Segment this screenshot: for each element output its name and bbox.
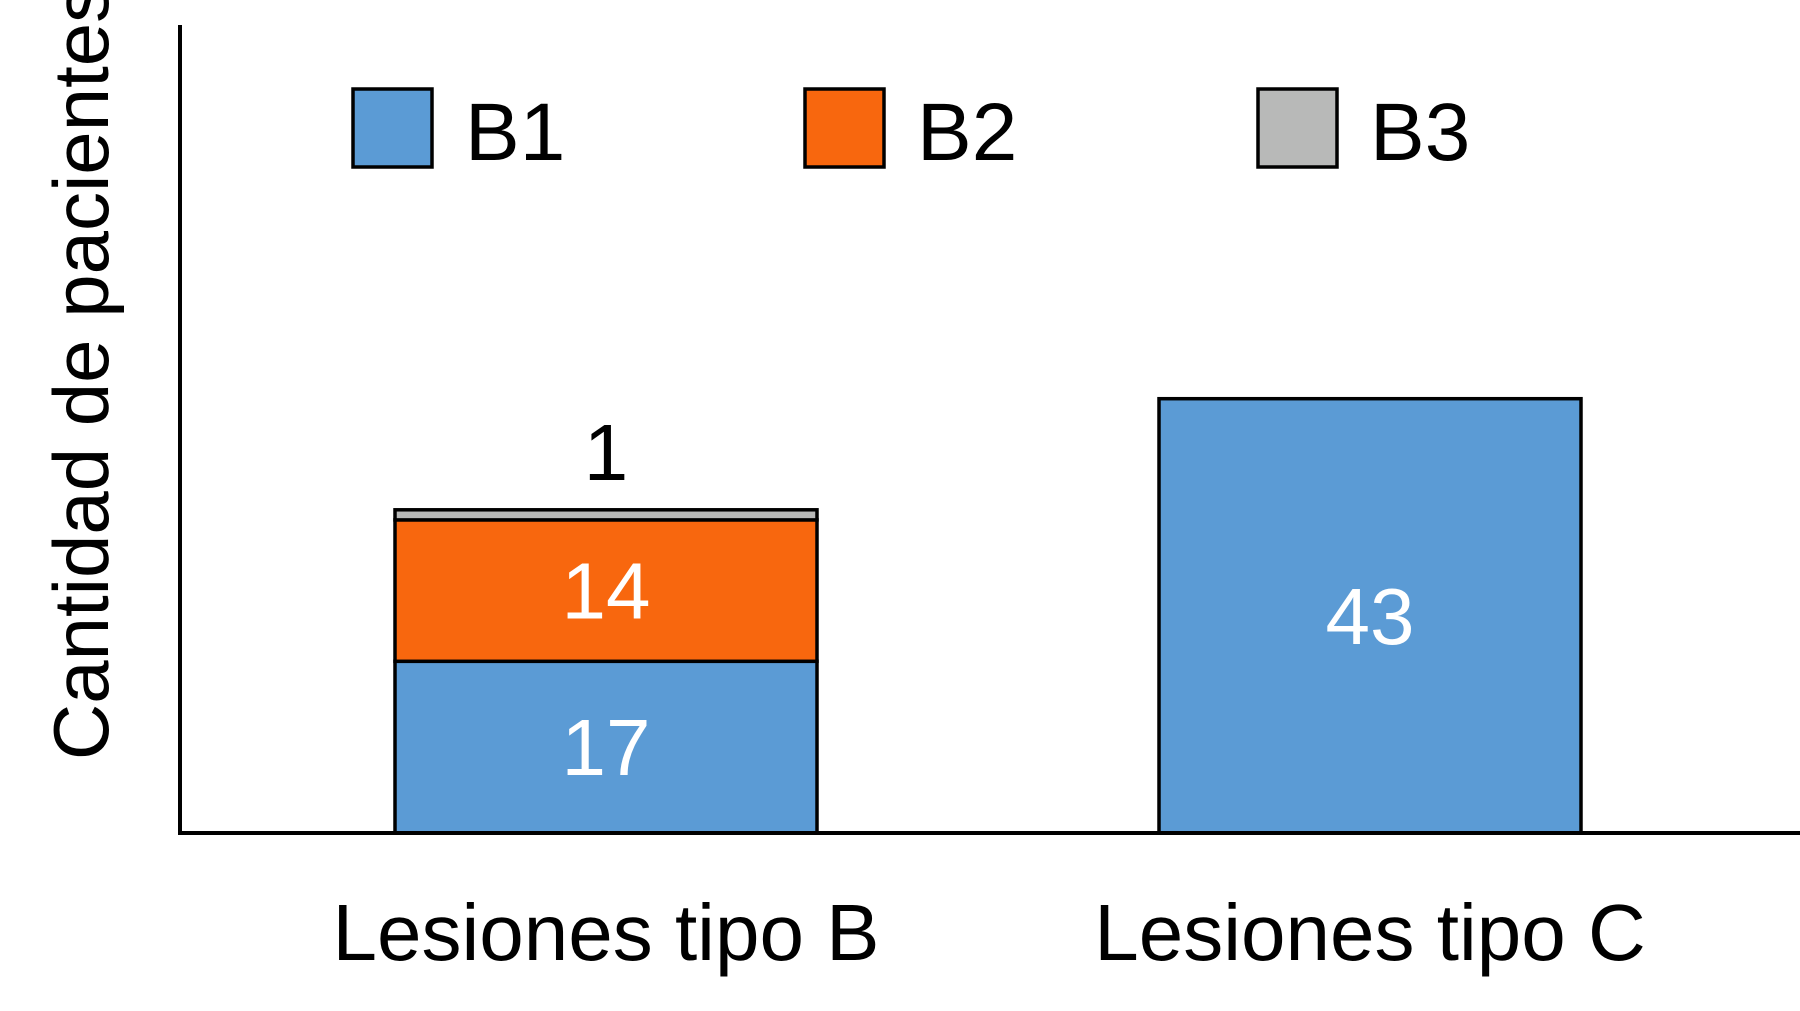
- legend-label-b2: B2: [917, 87, 1017, 178]
- legend-swatch-b2: [803, 87, 886, 169]
- bar-b1-tipo-b: [393, 659, 819, 835]
- data-label: 17: [562, 703, 651, 792]
- bars-group: [393, 396, 1583, 835]
- legend-swatch-b1: [351, 87, 434, 169]
- data-label: 1: [584, 408, 629, 497]
- data-label: 43: [1326, 572, 1415, 661]
- data-labels-group: 17 14 1 43: [562, 408, 1415, 792]
- legend: B1 B2 B3: [351, 87, 1470, 178]
- legend-label-b3: B3: [1370, 87, 1470, 178]
- bar-b1-tipo-c: [1157, 396, 1583, 835]
- legend-swatch-b3: [1256, 87, 1339, 169]
- y-axis-label: Cantidad de pacientes: [37, 0, 125, 760]
- bar-b2-tipo-b: [393, 518, 819, 664]
- bar-b3-tipo-b: [393, 508, 819, 522]
- x-tick-label: Lesiones tipo C: [1094, 888, 1645, 977]
- data-label: 14: [562, 547, 651, 636]
- x-tick-labels: Lesiones tipo B Lesiones tipo C: [332, 888, 1645, 977]
- x-tick-label: Lesiones tipo B: [332, 888, 879, 977]
- legend-label-b1: B1: [465, 87, 565, 178]
